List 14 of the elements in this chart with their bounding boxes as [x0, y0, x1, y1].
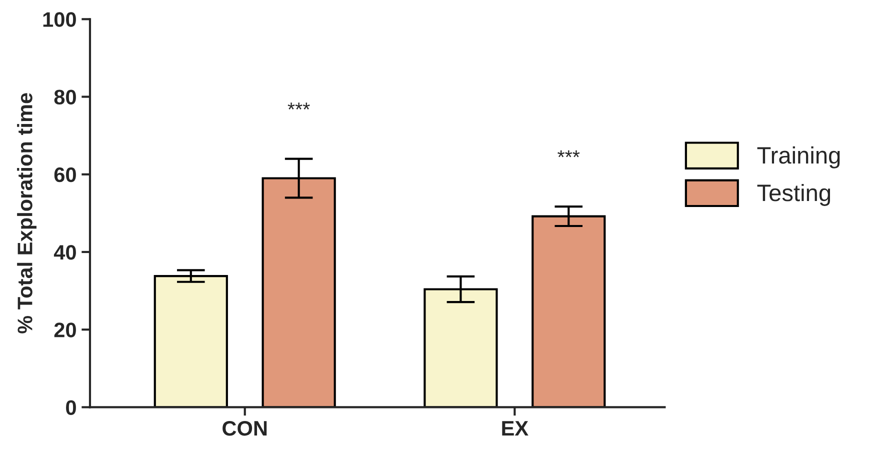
legend-label: Training [757, 146, 840, 168]
y-tick-label: 60 [54, 167, 76, 182]
y-tick-label: 80 [54, 90, 76, 105]
legend-label: Testing [757, 184, 830, 206]
y-tick-label: 20 [54, 322, 76, 338]
x-tick-label: EX [502, 421, 528, 436]
y-axis-title: % Total Exploration time [17, 93, 36, 334]
y-tick-label: 0 [66, 400, 76, 415]
annotation: *** [288, 102, 310, 110]
x-tick-label: CON [222, 420, 267, 436]
y-tick-label: 40 [54, 244, 76, 260]
annotation: *** [558, 150, 580, 158]
y-tick-label: 100 [43, 12, 76, 27]
bar [154, 275, 228, 408]
